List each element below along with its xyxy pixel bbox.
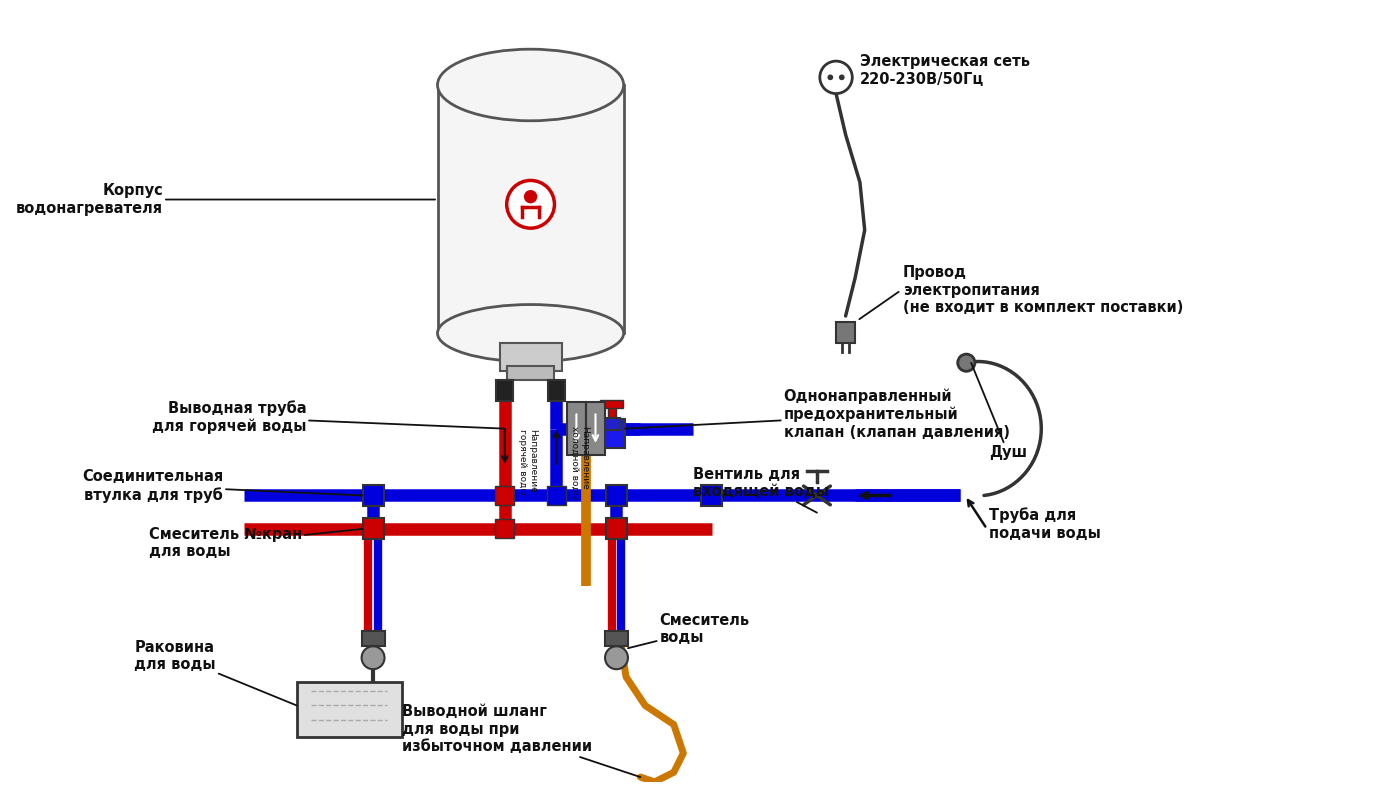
Text: Выводной шланг
для воды при
избыточном давлении: Выводной шланг для воды при избыточном д… bbox=[401, 705, 641, 777]
Text: Вентиль для
входящей воды: Вентиль для входящей воды bbox=[693, 467, 829, 513]
Bar bbox=[437, 85, 624, 333]
Bar bbox=[495, 486, 515, 505]
Circle shape bbox=[525, 190, 537, 203]
Text: Направление
холодной воды: Направление холодной воды bbox=[570, 426, 590, 498]
Bar bbox=[497, 380, 513, 401]
Ellipse shape bbox=[437, 305, 624, 362]
Text: Смеситель
воды: Смеситель воды bbox=[628, 613, 750, 648]
Text: Смеситель №кран
для воды: Смеситель №кран для воды bbox=[148, 527, 363, 559]
Bar bbox=[361, 631, 385, 646]
Text: Электрическая сеть
220-230В/50Гц: Электрическая сеть 220-230В/50Гц bbox=[859, 54, 1030, 87]
Text: Труба для
подачи воды: Труба для подачи воды bbox=[988, 507, 1100, 541]
Bar bbox=[363, 485, 383, 506]
Circle shape bbox=[605, 646, 628, 670]
Bar bbox=[567, 402, 585, 455]
Bar bbox=[601, 400, 623, 408]
Circle shape bbox=[361, 646, 385, 670]
Bar bbox=[585, 402, 605, 455]
Bar bbox=[605, 631, 628, 646]
Circle shape bbox=[828, 74, 833, 80]
Circle shape bbox=[839, 74, 844, 80]
Text: Провод
электропитания
(не входит в комплект поставки): Провод электропитания (не входит в компл… bbox=[902, 266, 1183, 315]
Text: Выводная труба
для горячей воды: Выводная труба для горячей воды bbox=[152, 400, 505, 434]
Bar bbox=[608, 402, 616, 423]
Bar bbox=[363, 518, 383, 539]
Bar bbox=[702, 485, 722, 506]
Text: Направление
горячей воды: Направление горячей воды bbox=[518, 430, 537, 494]
Text: Соединительная
втулка для труб: Соединительная втулка для труб bbox=[82, 470, 363, 502]
Bar bbox=[606, 485, 627, 506]
Text: Корпус
водонагревателя: Корпус водонагревателя bbox=[17, 183, 435, 216]
Text: Душ: Душ bbox=[972, 362, 1027, 460]
Circle shape bbox=[958, 354, 974, 371]
Ellipse shape bbox=[437, 49, 624, 121]
Text: Однонаправленный
предохранительный
клапан (клапан давления): Однонаправленный предохранительный клапа… bbox=[626, 389, 1009, 440]
Bar bbox=[548, 380, 565, 401]
Circle shape bbox=[819, 61, 853, 94]
Bar bbox=[296, 682, 401, 737]
Bar bbox=[836, 322, 855, 342]
Bar bbox=[507, 366, 555, 381]
Bar bbox=[500, 342, 562, 371]
Text: Раковина
для воды: Раковина для воды bbox=[134, 640, 296, 706]
Circle shape bbox=[507, 181, 555, 228]
Bar bbox=[547, 486, 566, 505]
Bar bbox=[603, 418, 620, 430]
Bar bbox=[495, 519, 515, 538]
Bar bbox=[606, 518, 627, 539]
Bar bbox=[598, 419, 626, 448]
